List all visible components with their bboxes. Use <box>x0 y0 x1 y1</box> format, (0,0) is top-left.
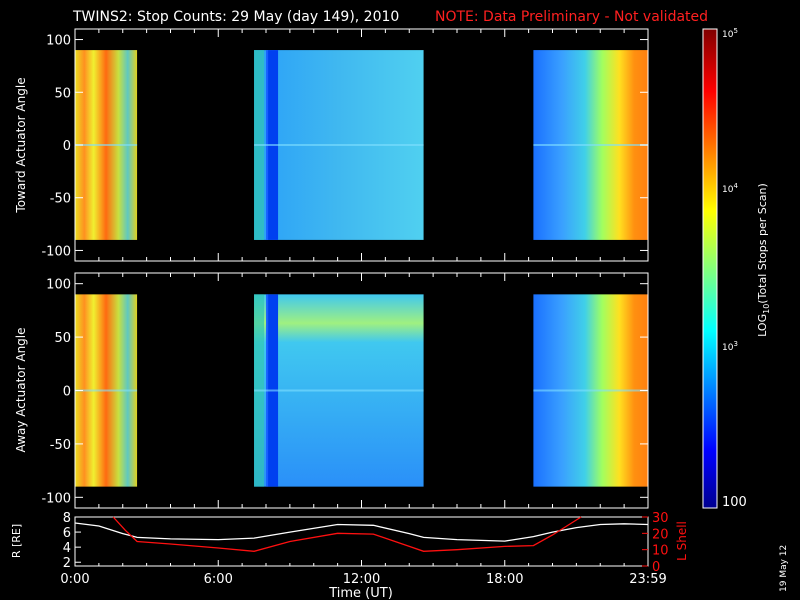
colorbar-tick-1e4: 104 <box>722 182 738 195</box>
orbit-ltick-label-3: 2 <box>63 556 71 571</box>
away-y-ticks: 100 50 0 -50 -100 <box>41 273 649 508</box>
away-ytick-label-3: -50 <box>50 438 71 453</box>
x-tick-label-3: 18:00 <box>486 572 523 587</box>
away-ytick-label-4: -100 <box>41 491 71 506</box>
toward-y-ticks: 100 50 0 -50 -100 <box>41 29 649 261</box>
x-axis-label: Time (UT) <box>328 586 393 600</box>
toward-ytick-label-3: -50 <box>50 192 71 207</box>
x-tick-label-1: 6:00 <box>204 572 233 587</box>
orbit-rtick-label-1: 20 <box>652 527 669 542</box>
chart-title: TWINS2: Stop Counts: 29 May (day 149), 2… <box>72 9 399 25</box>
orbit-series-r <box>74 522 649 542</box>
toward-data <box>75 50 648 240</box>
lshell-label: L Shell <box>675 521 689 561</box>
orbit-series-l-shell <box>112 516 582 552</box>
x-tick-label-4: 23:59 <box>629 572 666 587</box>
colorbar-label: LOG10(Total Stops per Scan) <box>756 183 771 337</box>
orbit-rtick-label-3: 0 <box>652 560 660 575</box>
orbit-lines <box>74 516 649 552</box>
preliminary-note: NOTE: Data Preliminary - Not validated <box>435 9 708 25</box>
away-ylabel: Away Actuator Angle <box>14 327 28 452</box>
radius-label: R [RE] <box>10 524 23 558</box>
colorbar-tick-100: 100 <box>722 495 747 510</box>
away-ytick-label-0: 100 <box>46 278 71 293</box>
toward-ylabel: Toward Actuator Angle <box>14 77 28 213</box>
toward-ytick-label-4: -100 <box>41 244 71 259</box>
away-ytick-label-1: 50 <box>54 331 71 346</box>
x-tick-label-2: 12:00 <box>343 572 380 587</box>
orbit-ltick-label-0: 8 <box>63 511 71 526</box>
x-tick-label-0: 0:00 <box>60 572 89 587</box>
colorbar: 105 104 103 100 LOG10(Total Stops per Sc… <box>702 27 771 510</box>
orbit-frame <box>74 516 649 567</box>
toward-ytick-label-1: 50 <box>54 86 71 101</box>
away-data <box>75 294 648 487</box>
colorbar-tick-1e3: 103 <box>722 340 738 353</box>
colorbar-gradient <box>702 28 718 509</box>
toward-ytick-label-2: 0 <box>63 139 71 154</box>
date-stamp: 19 May 12 <box>779 545 789 592</box>
away-panel: 100 50 0 -50 -100 Away Actuator Angle <box>14 272 649 509</box>
toward-panel: 100 50 0 -50 -100 Toward Actuator Angle <box>14 28 649 262</box>
away-ytick-label-2: 0 <box>63 385 71 400</box>
orbit-rtick-label-2: 10 <box>652 544 669 559</box>
orbit-ltick-label-2: 4 <box>63 541 71 556</box>
colorbar-tick-1e5: 105 <box>722 27 738 40</box>
toward-ytick-label-0: 100 <box>46 34 71 49</box>
orbit-ltick-label-1: 6 <box>63 526 71 541</box>
orbit-rtick-label-0: 30 <box>652 511 669 526</box>
